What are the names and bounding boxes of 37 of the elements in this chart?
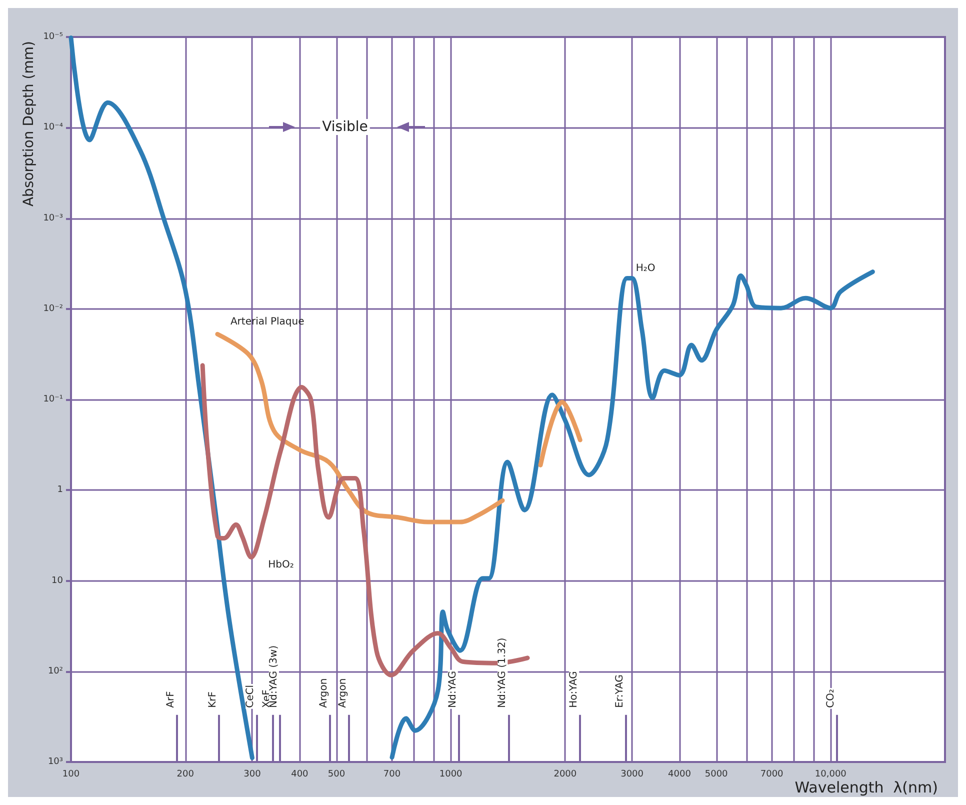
x-tick-label: 4000 — [668, 770, 692, 780]
y-tick-label: 10² — [48, 666, 64, 676]
ref-line-label: Nd:YAG (1.32) — [497, 638, 508, 708]
y-tick-label: 10⁻⁴ — [43, 122, 64, 133]
ref-line-label: Ho:YAG — [568, 671, 580, 708]
y-tick-label: 10⁻¹ — [43, 394, 64, 404]
ref-line-label: Argon — [338, 678, 349, 708]
series-label: H₂O — [636, 262, 656, 274]
annotation: Visible — [322, 119, 368, 135]
y-axis-title: Absorption Depth (mm) — [21, 40, 37, 207]
y-tick-label: 1 — [57, 485, 63, 496]
ref-line-label: CO₂ — [826, 689, 837, 708]
x-tick-label: 700 — [383, 770, 401, 780]
series-label: HbO₂ — [268, 560, 294, 571]
y-tick-label: 10³ — [48, 757, 64, 767]
ref-line-label: Argon — [318, 678, 330, 708]
ref-line-label: Er:YAG — [614, 674, 626, 708]
x-tick-label: 200 — [176, 770, 194, 780]
x-tick-label: 10,000 — [814, 770, 847, 780]
x-tick-label: 300 — [244, 770, 262, 780]
x-tick-label: 100 — [62, 770, 80, 780]
x-tick-label: 5000 — [704, 770, 728, 780]
y-tick-label: 10⁻⁵ — [43, 32, 64, 42]
ref-line-label: KrF — [207, 691, 218, 708]
x-tick-label: 400 — [291, 770, 309, 780]
y-tick-label: 10⁻³ — [43, 213, 64, 224]
x-tick-label: 2000 — [554, 770, 577, 780]
x-axis-title: Wavelength λ(nm) — [794, 778, 938, 796]
x-tick-label: 1000 — [439, 770, 463, 780]
x-tick-label: 3000 — [620, 770, 644, 780]
y-tick-label: 10 — [52, 576, 64, 586]
y-tick-label: 10⁻² — [43, 304, 64, 314]
ref-line-label: ArF — [165, 690, 176, 708]
ref-line-label: Nd:YAG — [447, 670, 458, 708]
x-tick-label: 7000 — [760, 770, 784, 780]
x-tick-label: 500 — [328, 770, 346, 780]
ref-line-label: CeCl — [245, 684, 256, 708]
